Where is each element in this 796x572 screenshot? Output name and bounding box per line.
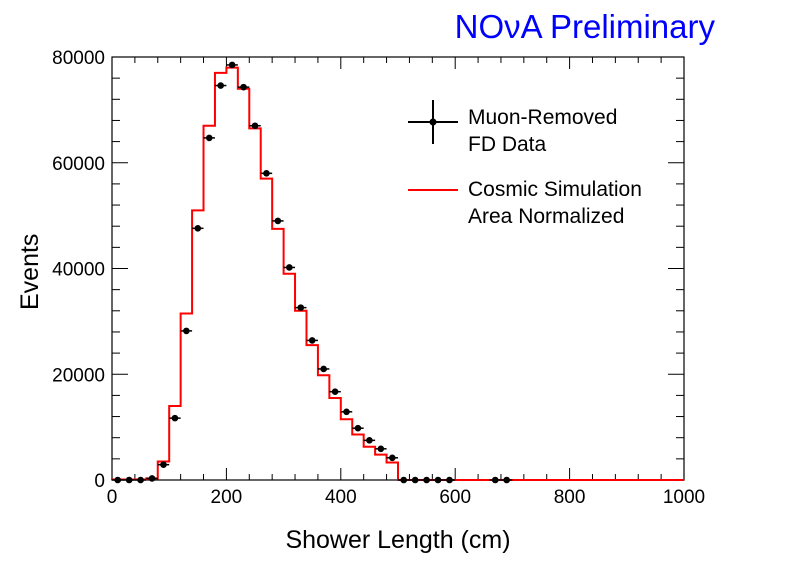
data-point-marker: [125, 476, 133, 484]
data-point: [134, 476, 147, 484]
data-point: [157, 461, 170, 468]
data-point: [249, 122, 261, 130]
axis-ticks: [111, 56, 685, 481]
tick-labels: 0 200 400 600 800 1000 0 20000 40000 60000 80000: [52, 48, 705, 508]
legend: Muon-Removed FD Data Cosmic Simulation A…: [408, 100, 642, 228]
legend-data-label-line1: Muon-Removed: [468, 106, 617, 129]
data-point-marker: [114, 476, 122, 484]
data-point: [295, 304, 307, 311]
x-tick-label: 200: [211, 487, 243, 508]
data-point-marker: [160, 461, 167, 468]
data-point: [317, 365, 330, 373]
nova-preliminary-banner: NOνA Preliminary: [455, 8, 716, 45]
data-point: [203, 134, 215, 142]
legend-simulation-label-line2: Area Normalized: [468, 205, 624, 228]
data-point: [432, 476, 444, 484]
x-tick-label: 400: [325, 487, 357, 508]
data-point-marker: [171, 414, 179, 422]
data-point: [340, 408, 353, 416]
data-point: [123, 476, 135, 484]
y-axis-title: Events: [16, 234, 44, 310]
data-point-marker: [411, 476, 419, 484]
data-point-marker: [343, 408, 350, 416]
data-point: [306, 337, 318, 344]
data-point-marker: [320, 365, 327, 373]
data-point-marker: [217, 82, 224, 89]
data-point: [214, 82, 227, 89]
data-point-marker: [446, 476, 453, 484]
data-point-marker: [205, 134, 213, 142]
x-tick-label: 1000: [663, 487, 705, 508]
data-point-marker: [400, 476, 408, 484]
data-point: [272, 217, 284, 225]
data-point: [180, 327, 193, 335]
data-point-marker: [183, 327, 190, 335]
data-point-marker: [423, 476, 430, 484]
data-point-marker: [148, 475, 156, 482]
data-point: [283, 264, 296, 271]
x-tick-label: 600: [439, 487, 471, 508]
data-point: [146, 475, 158, 482]
data-point: [237, 83, 250, 91]
data-point: [409, 476, 421, 484]
data-point: [169, 414, 181, 422]
data-point: [352, 424, 364, 432]
data-point-marker: [240, 83, 247, 91]
data-point: [443, 476, 456, 484]
data-point-marker: [137, 476, 144, 484]
legend-simulation-label-line1: Cosmic Simulation: [468, 178, 642, 201]
data-point-marker: [331, 388, 339, 395]
data-point: [329, 388, 341, 395]
data-point-marker: [366, 437, 373, 444]
data-point-marker: [491, 476, 499, 484]
data-point: [363, 437, 376, 444]
data-point: [420, 476, 433, 484]
data-point: [489, 476, 501, 484]
data-point: [398, 476, 410, 484]
y-tick-label: 60000: [52, 154, 105, 175]
data-point-marker: [388, 454, 396, 462]
y-tick-label: 80000: [52, 48, 105, 69]
x-tick-label: 0: [107, 487, 118, 508]
data-point: [112, 476, 124, 484]
legend-data-marker: [429, 118, 437, 126]
legend-data-label-line2: FD Data: [468, 133, 547, 156]
data-point: [386, 454, 398, 462]
data-point-marker: [286, 264, 293, 271]
simulation-histogram-line: [111, 66, 684, 481]
data-point: [260, 170, 273, 177]
data-point-marker: [503, 476, 510, 484]
data-point-marker: [194, 225, 202, 232]
data-point-marker: [228, 61, 236, 69]
data-point-marker: [434, 476, 442, 484]
data-point-marker: [377, 445, 385, 453]
data-point: [226, 61, 238, 69]
data-points: [112, 61, 513, 484]
data-point: [375, 445, 387, 453]
data-point-marker: [251, 122, 259, 130]
data-point-marker: [297, 304, 305, 311]
data-point: [192, 225, 204, 232]
data-point-marker: [308, 337, 316, 344]
x-tick-label: 800: [554, 487, 586, 508]
y-tick-label: 0: [94, 471, 105, 492]
y-tick-label: 20000: [52, 365, 105, 386]
data-point: [500, 476, 513, 484]
x-axis-title: Shower Length (cm): [285, 526, 510, 554]
data-point-marker: [274, 217, 282, 225]
data-point-marker: [354, 424, 362, 432]
data-point-marker: [263, 170, 270, 177]
y-tick-label: 40000: [52, 260, 105, 281]
